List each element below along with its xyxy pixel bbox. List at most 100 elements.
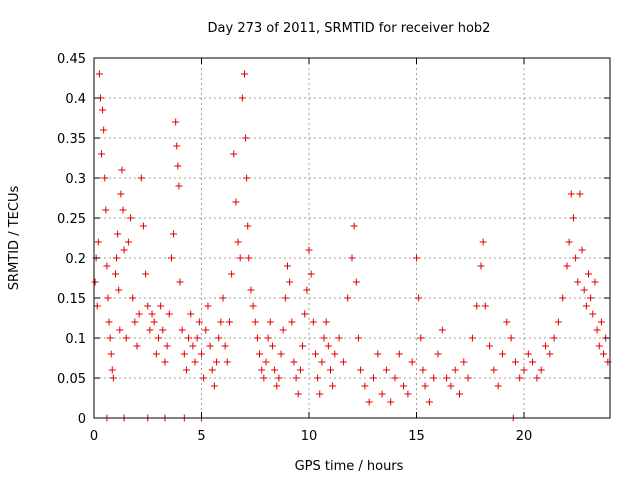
data-point <box>264 334 272 342</box>
data-point <box>288 318 296 326</box>
chart-title: Day 273 of 2011, SRMTID for receiver hob… <box>208 21 491 36</box>
data-point <box>344 294 352 302</box>
data-point <box>189 342 197 350</box>
data-point <box>93 302 101 310</box>
x-tick-label: 0 <box>90 429 98 444</box>
data-point <box>112 270 119 278</box>
data-point <box>221 342 229 350</box>
data-point <box>225 318 233 326</box>
data-point <box>303 286 311 294</box>
data-point <box>591 278 599 286</box>
data-point <box>242 134 250 142</box>
data-point <box>550 334 558 342</box>
data-point <box>305 246 313 254</box>
data-point <box>234 238 242 246</box>
data-point <box>122 334 130 342</box>
data-point <box>460 358 468 366</box>
data-point <box>597 318 605 326</box>
data-point <box>117 190 125 198</box>
data-point <box>204 302 212 310</box>
data-point <box>114 230 122 238</box>
data-point <box>256 350 264 358</box>
data-point <box>477 262 485 270</box>
data-point <box>374 350 382 358</box>
data-point <box>108 366 116 374</box>
data-point <box>434 350 442 358</box>
data-point <box>486 342 494 350</box>
x-tick-label: 15 <box>408 429 425 444</box>
data-point <box>118 166 126 174</box>
data-point <box>95 70 103 78</box>
data-point <box>468 334 476 342</box>
data-point <box>430 374 438 382</box>
data-point <box>98 150 106 158</box>
y-tick-label: 0.05 <box>57 372 86 387</box>
data-point <box>563 262 571 270</box>
data-point <box>301 310 309 318</box>
data-point <box>529 358 537 366</box>
data-point <box>116 326 124 334</box>
data-point <box>245 254 253 262</box>
data-point <box>206 342 214 350</box>
data-point <box>135 310 143 318</box>
data-point <box>314 374 322 382</box>
data-point <box>421 382 429 390</box>
data-point <box>262 358 270 366</box>
data-point <box>113 254 121 262</box>
data-point <box>115 286 123 294</box>
data-point <box>195 318 203 326</box>
data-point <box>109 374 117 382</box>
data-point <box>173 142 181 150</box>
data-point <box>413 254 420 262</box>
data-point <box>232 198 240 206</box>
x-axis-tick-labels: 0 5 10 15 20 <box>90 429 532 444</box>
data-point <box>404 390 412 398</box>
data-point <box>104 294 112 302</box>
data-point <box>595 342 603 350</box>
data-point <box>170 230 178 238</box>
y-tick-label: 0.2 <box>65 252 86 267</box>
data-point <box>241 70 248 78</box>
data-point <box>148 310 156 318</box>
data-point <box>322 318 330 326</box>
data-point <box>146 326 154 334</box>
data-point <box>228 270 236 278</box>
data-point <box>172 118 180 126</box>
data-point <box>587 294 595 302</box>
data-point <box>494 382 502 390</box>
data-point <box>576 190 584 198</box>
data-point <box>139 222 147 230</box>
data-point <box>198 350 205 358</box>
data-point <box>161 358 169 366</box>
data-point <box>258 366 266 374</box>
data-point <box>167 254 175 262</box>
data-point <box>144 302 152 310</box>
data-point <box>191 358 199 366</box>
data-point <box>210 382 218 390</box>
data-point <box>238 94 246 102</box>
data-point <box>208 366 216 374</box>
data-point <box>370 374 377 382</box>
y-tick-label: 0.35 <box>57 132 86 147</box>
data-point <box>253 334 261 342</box>
data-point <box>585 270 592 278</box>
data-point <box>251 318 259 326</box>
data-point <box>159 326 167 334</box>
data-point <box>479 238 487 246</box>
data-point <box>230 150 238 158</box>
data-point <box>180 350 188 358</box>
data-point <box>150 318 158 326</box>
data-point <box>176 278 184 286</box>
data-point <box>157 302 165 310</box>
y-tick-label: 0 <box>78 412 86 427</box>
data-point <box>103 262 111 270</box>
data-point <box>400 382 408 390</box>
data-point <box>565 238 573 246</box>
data-point <box>567 190 575 198</box>
data-point <box>119 206 127 214</box>
data-point <box>260 374 268 382</box>
data-point <box>120 246 128 254</box>
data-point <box>107 350 115 358</box>
data-point <box>395 350 403 358</box>
